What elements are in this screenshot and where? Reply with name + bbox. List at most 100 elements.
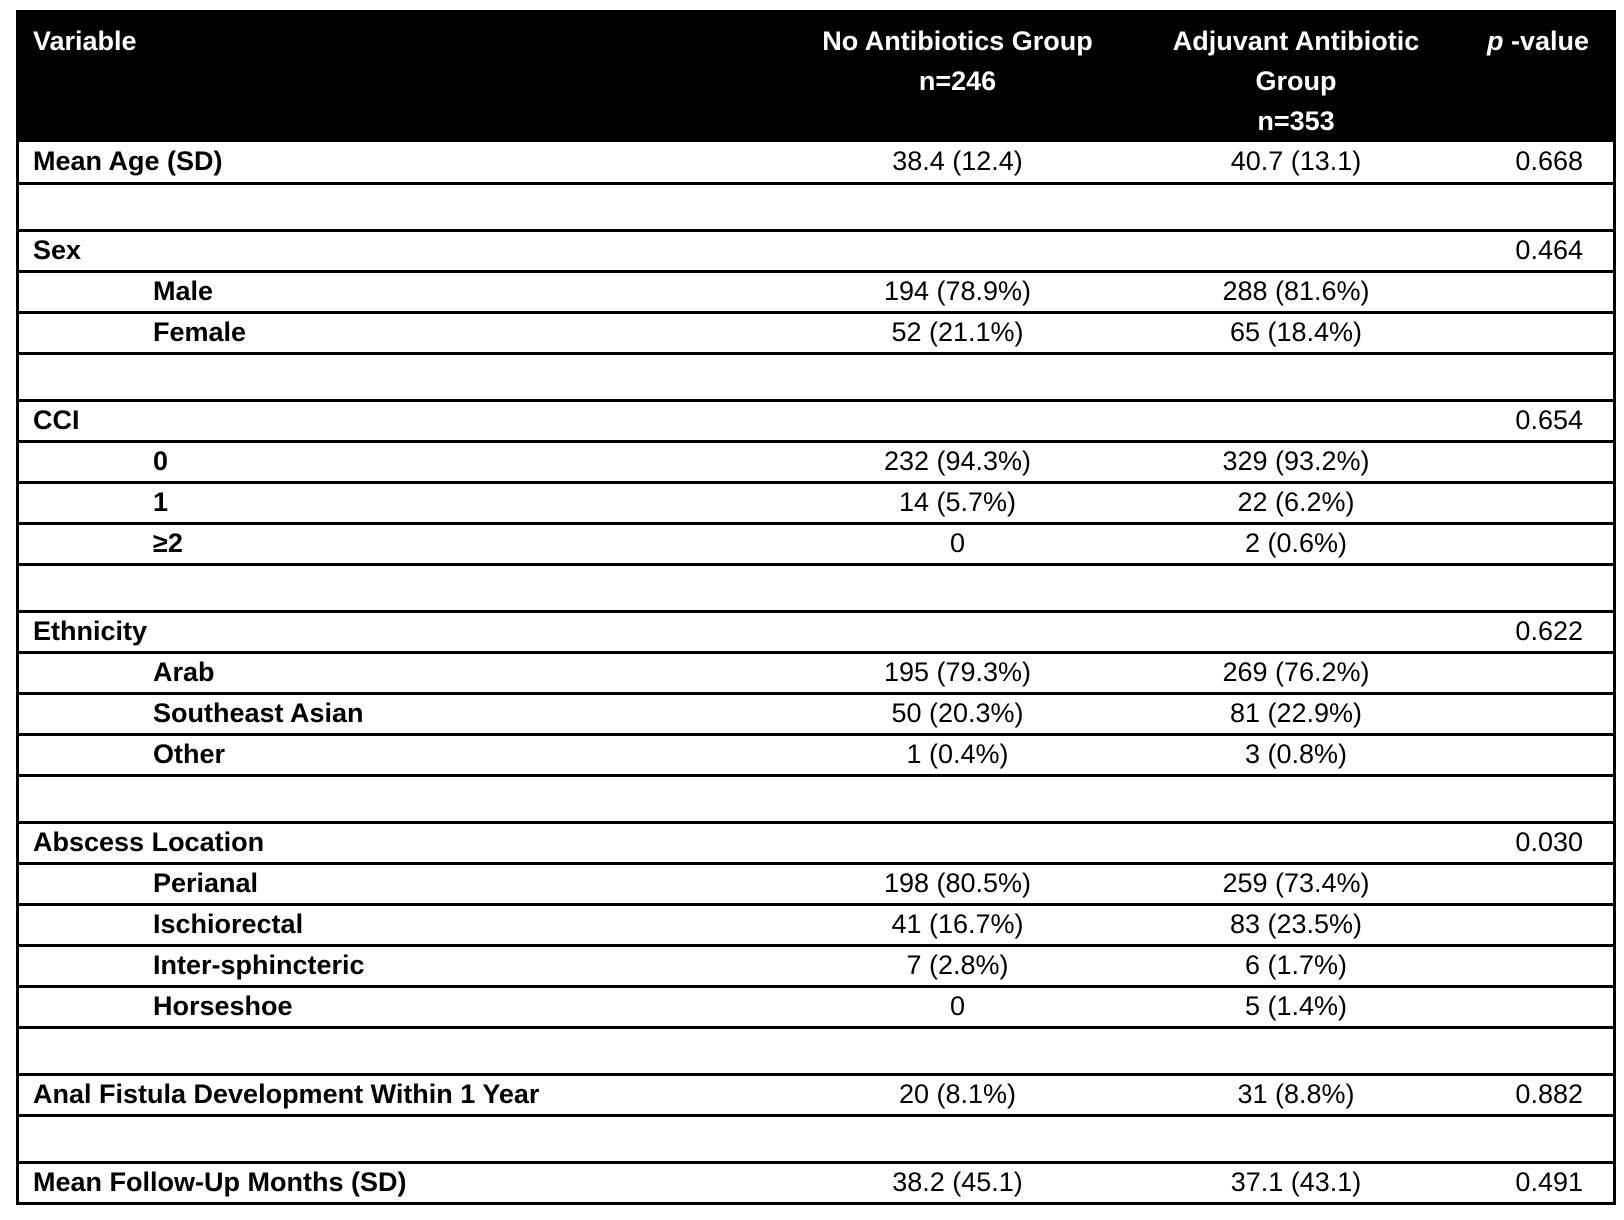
group1-value: 14 (5.7%) xyxy=(772,482,1143,525)
row-label: Anal Fistula Development Within 1 Year xyxy=(17,1074,773,1117)
group1-value: 0 xyxy=(772,986,1143,1029)
group2-value: 259 (73.4%) xyxy=(1142,863,1450,906)
column-header-variable: Variable xyxy=(17,11,773,142)
p-value: 0.491 xyxy=(1449,1162,1615,1205)
group1-value xyxy=(772,400,1143,443)
group1-value: 50 (20.3%) xyxy=(772,693,1143,736)
p-value xyxy=(1449,986,1615,1029)
group2-value: 2 (0.6%) xyxy=(1142,523,1450,566)
p-value: 0.654 xyxy=(1449,400,1615,443)
group2-value xyxy=(1142,230,1450,273)
column-header-adjuvant-antibiotic-group: Adjuvant Antibiotic Group n=353 xyxy=(1142,11,1450,142)
spacer-cell xyxy=(17,1115,1615,1164)
group1-value: 232 (94.3%) xyxy=(772,441,1143,484)
table-row: Arab 195 (79.3%) 269 (76.2%) xyxy=(17,652,1615,695)
baseline-characteristics-table: Variable No Antibiotics Group n=246 Adju… xyxy=(16,10,1616,1205)
p-value xyxy=(1449,904,1615,947)
row-label: ≥2 xyxy=(17,523,773,566)
group1-value: 38.4 (12.4) xyxy=(772,142,1143,185)
group1-value: 198 (80.5%) xyxy=(772,863,1143,906)
table-row: Ethnicity 0.622 xyxy=(17,611,1615,654)
row-label: Mean Follow-Up Months (SD) xyxy=(17,1162,773,1205)
table-body: Mean Age (SD) 38.4 (12.4) 40.7 (13.1) 0.668… xyxy=(17,142,1615,1205)
row-label: Arab xyxy=(17,652,773,695)
row-label: Sex xyxy=(17,230,773,273)
column-header-no-antibiotics-group: No Antibiotics Group n=246 xyxy=(772,11,1143,142)
p-value: 0.668 xyxy=(1449,142,1615,185)
p-value xyxy=(1449,523,1615,566)
spacer-row xyxy=(17,1115,1615,1164)
row-label: Horseshoe xyxy=(17,986,773,1029)
p-value-header-rest: -value xyxy=(1503,26,1589,56)
p-value xyxy=(1449,945,1615,988)
p-value xyxy=(1449,312,1615,355)
table-row: Sex 0.464 xyxy=(17,230,1615,273)
group2-value: 5 (1.4%) xyxy=(1142,986,1450,1029)
group1-value: 7 (2.8%) xyxy=(772,945,1143,988)
row-label: Perianal xyxy=(17,863,773,906)
row-label: Ethnicity xyxy=(17,611,773,654)
group2-value: 269 (76.2%) xyxy=(1142,652,1450,695)
group1-value: 0 xyxy=(772,523,1143,566)
row-label: Ischiorectal xyxy=(17,904,773,947)
group1-value: 41 (16.7%) xyxy=(772,904,1143,947)
table-row: 1 14 (5.7%) 22 (6.2%) xyxy=(17,482,1615,525)
row-label: Abscess Location xyxy=(17,822,773,865)
p-value: 0.882 xyxy=(1449,1074,1615,1117)
group1-value: 52 (21.1%) xyxy=(772,312,1143,355)
table-row: Perianal 198 (80.5%) 259 (73.4%) xyxy=(17,863,1615,906)
spacer-row xyxy=(17,775,1615,824)
header-row: Variable No Antibiotics Group n=246 Adju… xyxy=(17,11,1615,142)
row-label: Male xyxy=(17,271,773,314)
p-value: 0.464 xyxy=(1449,230,1615,273)
spacer-row xyxy=(17,353,1615,402)
group2-value: 81 (22.9%) xyxy=(1142,693,1450,736)
table-row: Abscess Location 0.030 xyxy=(17,822,1615,865)
group2-value: 40.7 (13.1) xyxy=(1142,142,1450,185)
row-label: Southeast Asian xyxy=(17,693,773,736)
table-row: Southeast Asian 50 (20.3%) 81 (22.9%) xyxy=(17,693,1615,736)
group2-value: 3 (0.8%) xyxy=(1142,734,1450,777)
p-value: 0.622 xyxy=(1449,611,1615,654)
row-label: Other xyxy=(17,734,773,777)
group1-value: 194 (78.9%) xyxy=(772,271,1143,314)
row-label: Female xyxy=(17,312,773,355)
spacer-row xyxy=(17,1027,1615,1076)
spacer-cell xyxy=(17,1027,1615,1076)
p-value xyxy=(1449,693,1615,736)
group2-value: 31 (8.8%) xyxy=(1142,1074,1450,1117)
row-label: 1 xyxy=(17,482,773,525)
p-value xyxy=(1449,441,1615,484)
table-row: Inter-sphincteric 7 (2.8%) 6 (1.7%) xyxy=(17,945,1615,988)
group2-value: 6 (1.7%) xyxy=(1142,945,1450,988)
table-row: Female 52 (21.1%) 65 (18.4%) xyxy=(17,312,1615,355)
table-row: Horseshoe 0 5 (1.4%) xyxy=(17,986,1615,1029)
table-row: Ischiorectal 41 (16.7%) 83 (23.5%) xyxy=(17,904,1615,947)
group1-header-label: No Antibiotics Group xyxy=(822,26,1093,56)
table-row: Other 1 (0.4%) 3 (0.8%) xyxy=(17,734,1615,777)
p-value-header-italic-p: p xyxy=(1486,26,1504,56)
spacer-row xyxy=(17,564,1615,613)
p-value xyxy=(1449,652,1615,695)
group1-header-n: n=246 xyxy=(918,66,997,96)
group2-value: 22 (6.2%) xyxy=(1142,482,1450,525)
group1-value: 1 (0.4%) xyxy=(772,734,1143,777)
group1-value: 38.2 (45.1) xyxy=(772,1162,1143,1205)
row-label: Mean Age (SD) xyxy=(17,142,773,185)
row-label: Inter-sphincteric xyxy=(17,945,773,988)
spacer-cell xyxy=(17,564,1615,613)
p-value xyxy=(1449,863,1615,906)
table-row: Male 194 (78.9%) 288 (81.6%) xyxy=(17,271,1615,314)
row-label: CCI xyxy=(17,400,773,443)
p-value xyxy=(1449,482,1615,525)
group2-value: 288 (81.6%) xyxy=(1142,271,1450,314)
table-row: Anal Fistula Development Within 1 Year 20… xyxy=(17,1074,1615,1117)
group1-value xyxy=(772,230,1143,273)
spacer-cell xyxy=(17,183,1615,232)
spacer-cell xyxy=(17,353,1615,402)
group2-value: 65 (18.4%) xyxy=(1142,312,1450,355)
spacer-row xyxy=(17,183,1615,232)
group2-value: 37.1 (43.1) xyxy=(1142,1162,1450,1205)
row-label: 0 xyxy=(17,441,773,484)
group1-value: 195 (79.3%) xyxy=(772,652,1143,695)
